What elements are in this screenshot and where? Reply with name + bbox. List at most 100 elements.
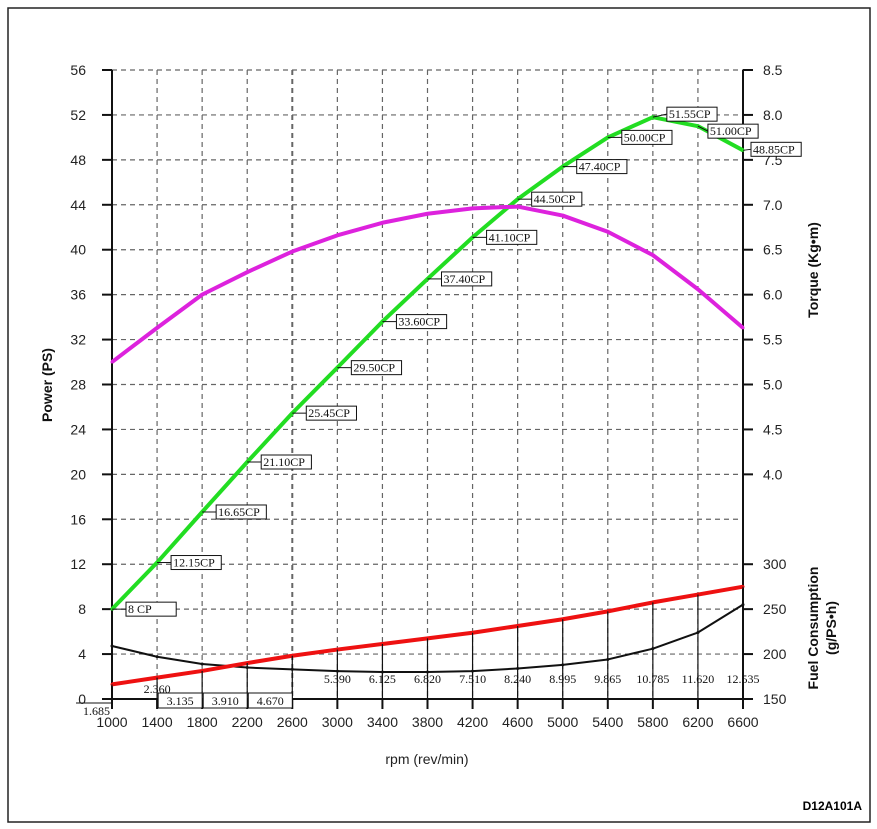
power-label-box: [170, 555, 222, 571]
power-label-box: [576, 159, 628, 175]
power-label: 44.50CP: [534, 192, 576, 206]
power-tick-label: 52: [70, 107, 86, 123]
torque-tick-label: 6.5: [763, 242, 783, 258]
figure-code: D12A101A: [803, 799, 863, 813]
power-label-box: [260, 454, 312, 470]
power-label: 48.85CP: [753, 142, 795, 156]
torque-tick-label: 4.5: [763, 421, 783, 437]
power-label: 21.10CP: [263, 455, 305, 469]
x-tick-label: 3400: [367, 714, 398, 730]
fuel-axis-label-2: (g/PS•h): [823, 601, 839, 655]
power-label: 51.55CP: [669, 107, 711, 121]
torque-tick-label: 5.0: [763, 377, 783, 393]
torque-tick-label: 4.0: [763, 466, 783, 482]
power-label-box: [441, 271, 493, 287]
fuel-flow-label: 6.125: [369, 672, 396, 686]
power-tick-label: 0: [78, 691, 86, 707]
data-point: [651, 253, 655, 257]
x-tick-label: 3800: [412, 714, 443, 730]
power-label: 25.45CP: [308, 406, 350, 420]
x-tick-label: 6200: [682, 714, 713, 730]
data-point: [335, 233, 339, 237]
fuel-flow-label: 10.785: [636, 672, 669, 686]
x-tick-label: 2600: [277, 714, 308, 730]
data-point: [696, 287, 700, 291]
x-tick-label: 4600: [502, 714, 533, 730]
fuel-flow-label: 8.995: [549, 672, 576, 686]
data-point: [380, 221, 384, 225]
power-label-box: [666, 106, 718, 122]
data-point: [561, 214, 565, 218]
power-tick-label: 20: [70, 466, 86, 482]
left-axis-label: Power (PS): [39, 348, 55, 422]
fuel-flow-label: 3.910: [212, 694, 239, 708]
x-tick-label: 1800: [187, 714, 218, 730]
power-tick-label: 44: [70, 197, 86, 213]
torque-tick-label: 6.0: [763, 287, 783, 303]
series-torque-line: [110, 204, 745, 364]
x-tick-label: 3000: [322, 714, 353, 730]
fuel-flow-label: 9.865: [594, 672, 621, 686]
torque-tick-label: 7.0: [763, 197, 783, 213]
power-label-box: [125, 601, 177, 617]
fuel-flow-label-box: [202, 692, 248, 709]
fuel-flow-label-box: [157, 692, 203, 709]
fuel-flow-label: 1.685: [83, 704, 110, 718]
power-label: 8 CP: [128, 602, 152, 616]
data-point: [200, 293, 204, 297]
power-label-box: [707, 123, 759, 139]
fuel-tick-label: 200: [763, 646, 787, 662]
x-tick-label: 1400: [141, 714, 172, 730]
power-label: 41.10CP: [489, 230, 531, 244]
data-point: [741, 326, 745, 330]
power-label: 16.65CP: [218, 505, 260, 519]
power-label: 47.40CP: [579, 160, 621, 174]
power-label-box: [750, 141, 802, 157]
data-point: [245, 270, 249, 274]
power-tick-label: 4: [78, 646, 86, 662]
power-tick-label: 16: [70, 511, 86, 527]
x-tick-label: 5800: [637, 714, 668, 730]
power-label-box: [486, 229, 538, 245]
fuel-flow-label: 7.510: [459, 672, 486, 686]
data-point: [426, 212, 429, 216]
data-point: [606, 230, 610, 234]
data-point: [290, 250, 294, 254]
power-label: 29.50CP: [353, 361, 395, 375]
power-tick-label: 28: [70, 377, 86, 393]
power-tick-label: 24: [70, 421, 86, 437]
torque-tick-label: 8.5: [763, 62, 783, 78]
power-label-leader: [742, 148, 752, 151]
torque-tick-label: 5.5: [763, 332, 783, 348]
x-tick-label: 5400: [592, 714, 623, 730]
x-tick-label: 6600: [727, 714, 758, 730]
power-tick-label: 8: [78, 601, 86, 617]
power-label: 37.40CP: [444, 272, 486, 286]
fuel-tick-label: 250: [763, 601, 787, 617]
power-label: 12.15CP: [173, 556, 215, 570]
power-label-box: [621, 129, 673, 145]
power-label-box: [531, 191, 583, 207]
data-point: [155, 655, 159, 659]
power-label-leader: [652, 113, 667, 118]
fuel-tick-label: 150: [763, 691, 787, 707]
power-label-box: [305, 405, 357, 421]
data-point: [516, 205, 520, 209]
fuel-axis-label-1: Fuel Consumption: [805, 567, 821, 690]
x-tick-label: 1000: [96, 714, 127, 730]
fuel-flow-label: 11.620: [682, 672, 715, 686]
power-label-box: [395, 314, 448, 330]
power-label-box: [215, 504, 267, 520]
power-tick-label: 56: [70, 62, 86, 78]
fuel-flow-label: 12.535: [727, 672, 760, 686]
frame: [7, 7, 871, 823]
fuel-flow-label: 6.820: [414, 672, 441, 686]
power-tick-label: 32: [70, 332, 86, 348]
power-tick-label: 12: [70, 556, 86, 572]
power-tick-label: 36: [70, 287, 86, 303]
fuel-flow-label-box: [247, 692, 293, 709]
power-tick-label: 48: [70, 152, 86, 168]
power-label: 50.00CP: [624, 130, 666, 144]
x-tick-label: 2200: [232, 714, 263, 730]
fuel-flow-label: 8.240: [504, 672, 531, 686]
